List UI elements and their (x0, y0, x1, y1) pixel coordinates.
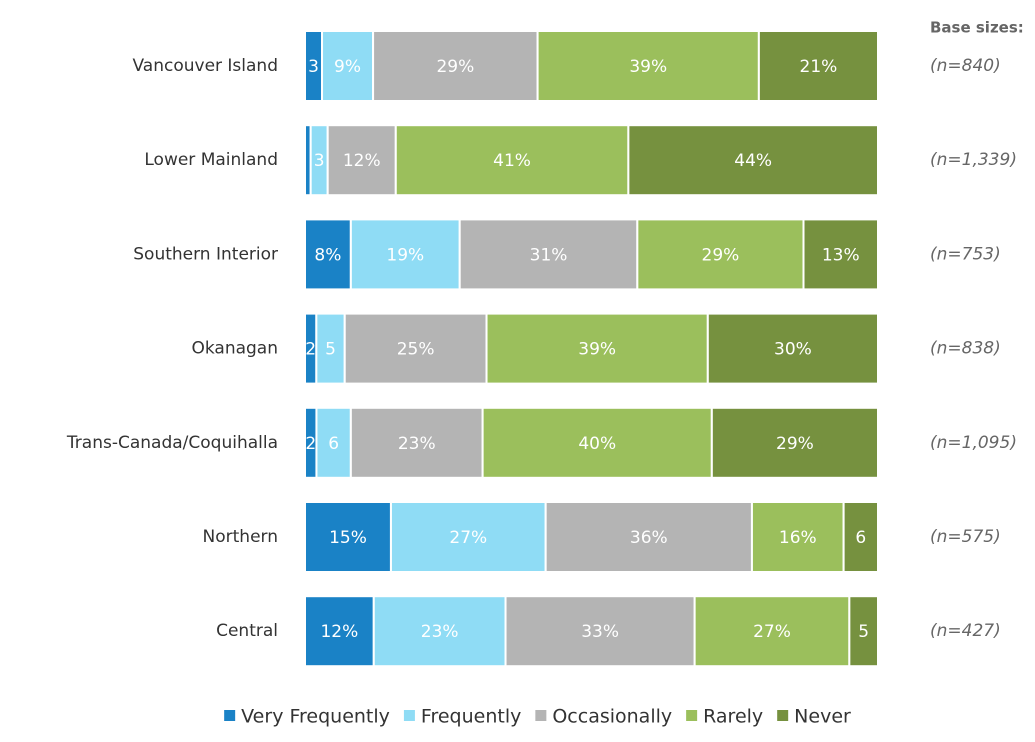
bar-segment (693, 595, 851, 668)
bar-segment (389, 501, 547, 573)
legend-swatch (777, 710, 789, 721)
category-label: Trans-Canada/Coquihalla (66, 433, 278, 453)
base-size: (n=427) (930, 621, 1001, 641)
data-label: 44% (734, 151, 772, 171)
bar-segment (321, 30, 375, 102)
bar-segment (485, 312, 709, 385)
data-label: 15% (329, 528, 367, 548)
base-size: (n=575) (930, 527, 1001, 547)
category-label: Northern (203, 527, 278, 547)
bar-segment (757, 30, 879, 102)
data-label: 39% (629, 57, 667, 77)
category-label: Lower Mainland (144, 150, 278, 170)
bar-segment (315, 406, 352, 479)
legend: Very Frequently Frequently Occasionally Rar… (224, 706, 851, 728)
base-size: (n=1,339) (930, 150, 1017, 170)
bar-segment (304, 595, 375, 668)
bar-segment (706, 312, 880, 385)
category-label: Okanagan (191, 339, 278, 359)
bar-segment (458, 218, 639, 291)
base-sizes-title: Base sizes: (930, 19, 1024, 37)
bar-segment (304, 501, 392, 573)
data-label: 8% (314, 245, 341, 265)
bar-segment (536, 30, 760, 102)
legend-swatch (403, 710, 415, 721)
category-label: Central (216, 621, 278, 641)
bar-segment (372, 595, 507, 668)
base-size: (n=753) (930, 244, 1001, 264)
data-label: 29% (436, 57, 474, 77)
bar-segment (627, 124, 879, 197)
data-label: 3 (308, 57, 319, 77)
bar-segment (372, 30, 539, 102)
bar-segment (481, 406, 713, 479)
legend-label: Never (794, 706, 851, 728)
data-label: 27% (753, 622, 791, 642)
data-label: 36% (630, 528, 668, 548)
category-label: Vancouver Island (132, 56, 278, 76)
bar-segment (304, 218, 352, 291)
bar-segment (349, 406, 484, 479)
data-label: 12% (343, 151, 381, 171)
legend-swatch (224, 710, 236, 721)
bar-segment (636, 218, 805, 291)
data-label: 2 (305, 340, 316, 360)
data-label: 2 (305, 434, 316, 454)
data-label: 5 (858, 622, 869, 642)
data-label: 30% (774, 340, 812, 360)
data-label: 39% (578, 340, 616, 360)
legend-label: Rarely (703, 706, 763, 728)
legend-label: Very Frequently (241, 706, 390, 728)
bar-segment (710, 406, 880, 479)
data-label: 23% (421, 622, 459, 642)
data-label: 5 (325, 340, 336, 360)
category-label: Southern Interior (133, 244, 278, 264)
data-label: 33% (581, 622, 619, 642)
bar-segment (326, 124, 397, 197)
data-label: 23% (398, 434, 436, 454)
legend-swatch (686, 710, 698, 721)
legend-label: Occasionally (552, 706, 672, 728)
bar-segment (802, 218, 880, 291)
data-label: 41% (493, 151, 531, 171)
data-label: 6 (328, 434, 339, 454)
data-label: 31% (530, 245, 568, 265)
data-label: 6 (855, 528, 866, 548)
data-label: 25% (397, 340, 435, 360)
data-label: 27% (449, 528, 487, 548)
data-label: 29% (702, 245, 740, 265)
legend-label: Frequently (421, 706, 521, 728)
bar-segment (848, 595, 879, 668)
data-label: 19% (386, 245, 424, 265)
bar-segment (544, 501, 753, 573)
base-size: (n=840) (930, 56, 1001, 76)
bar-segment (343, 312, 488, 385)
legend-swatch (535, 710, 547, 721)
data-label: 3 (314, 151, 325, 171)
base-size: (n=1,095) (930, 433, 1017, 453)
data-label: 21% (800, 57, 838, 77)
data-label: 13% (822, 245, 860, 265)
bar-segment (842, 501, 879, 573)
data-label: 9% (334, 57, 361, 77)
base-size: (n=838) (930, 339, 1001, 359)
bar-segment (750, 501, 845, 573)
data-label: 16% (779, 528, 817, 548)
data-label: 29% (776, 434, 814, 454)
data-label: 12% (320, 622, 358, 642)
bar-segment (394, 124, 630, 197)
data-label: 40% (578, 434, 616, 454)
